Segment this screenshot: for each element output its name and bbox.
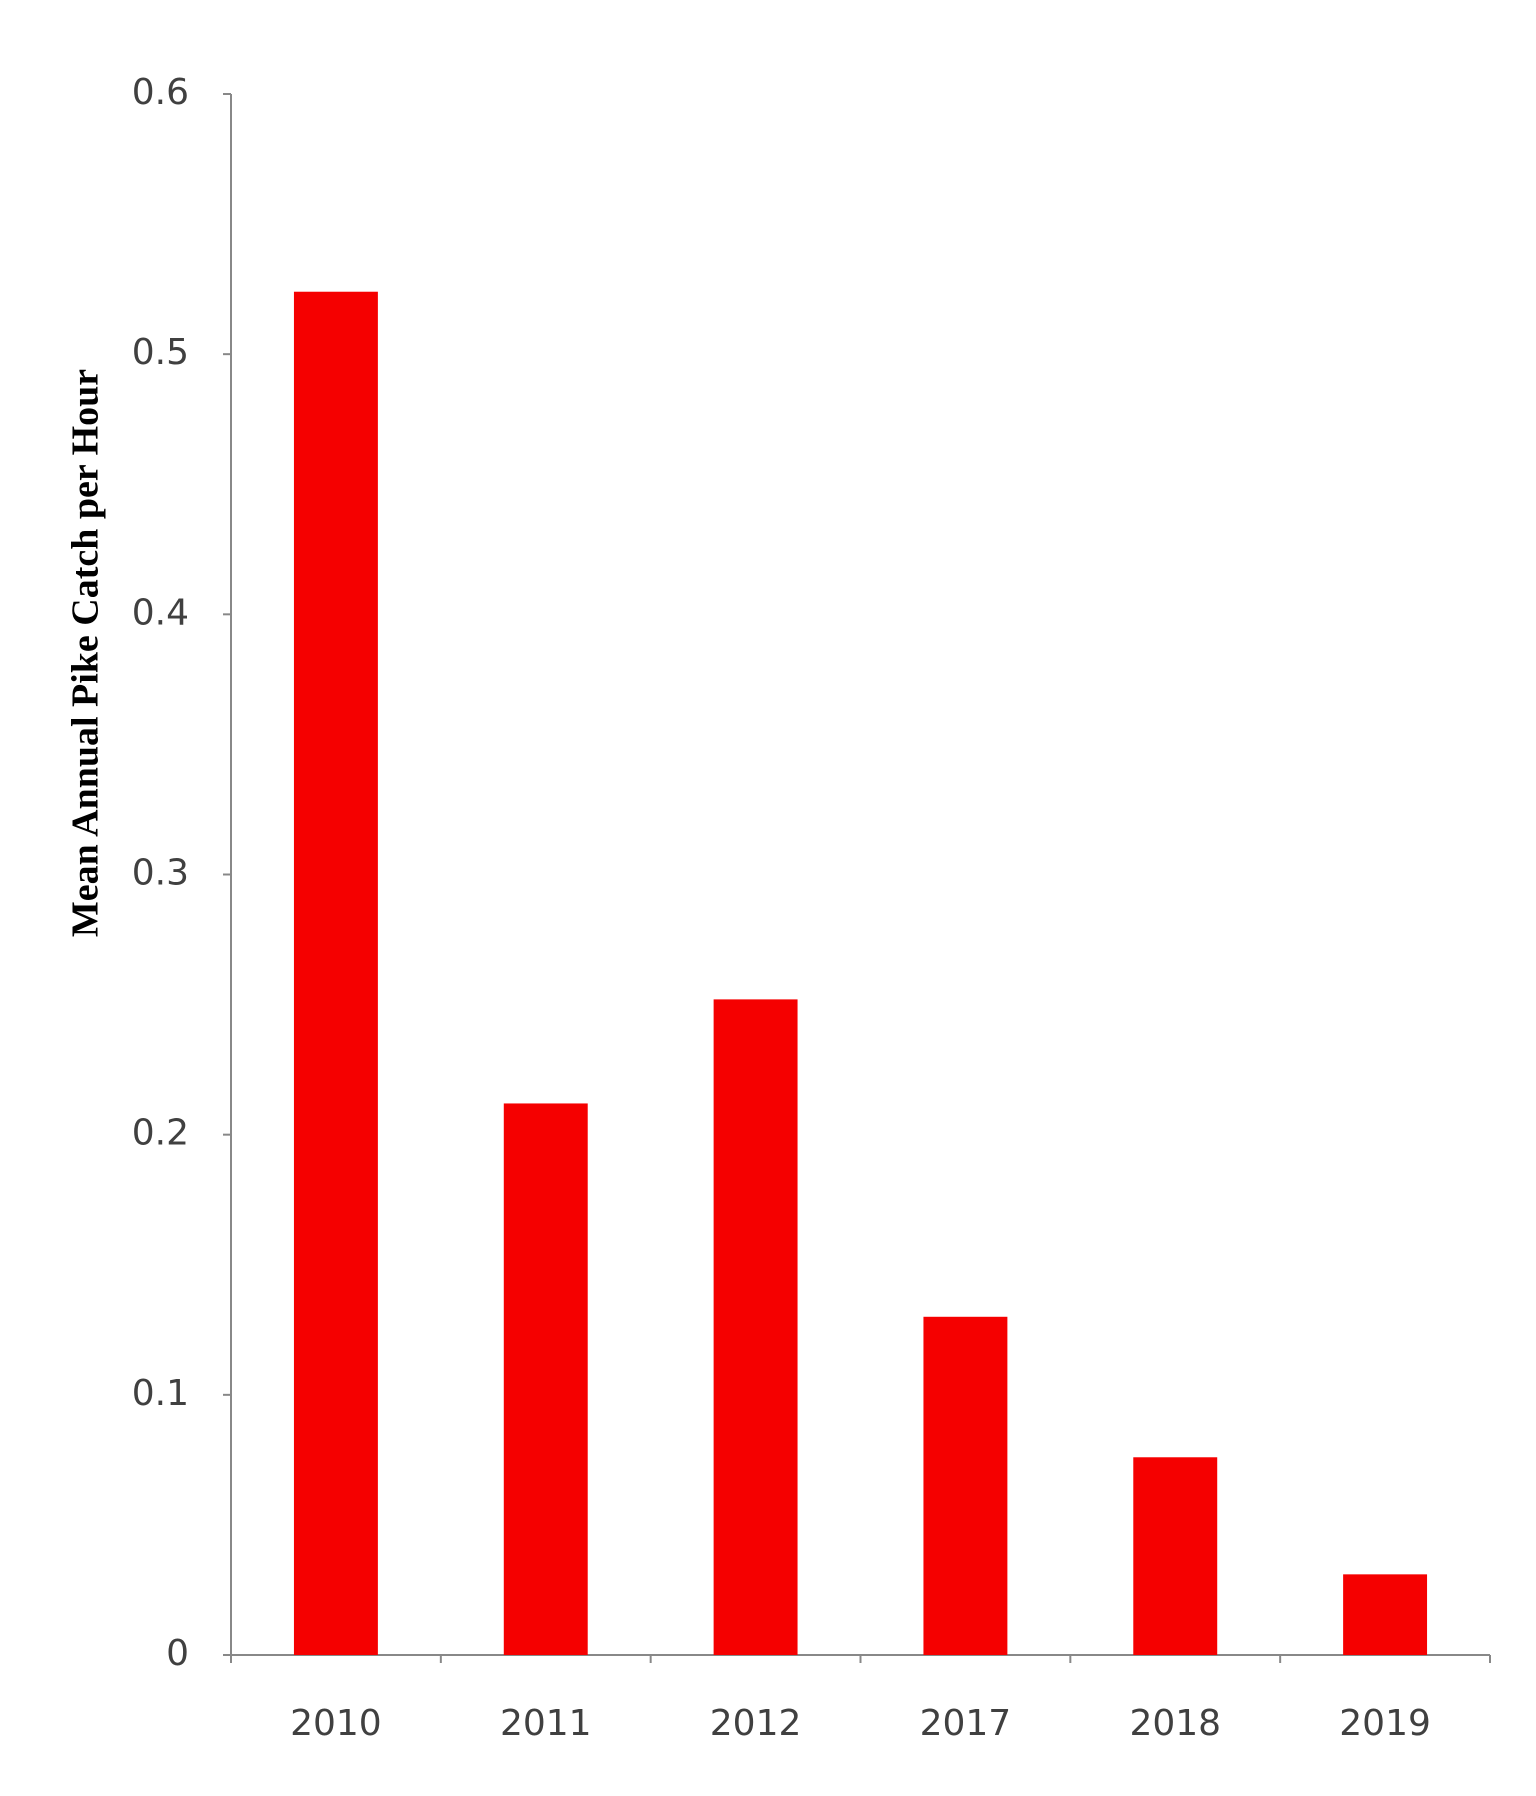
bar [1133, 1457, 1218, 1655]
bar [503, 1103, 588, 1655]
bar [293, 291, 378, 1655]
x-tick-label: 2012 [710, 1703, 802, 1744]
x-tick-label: 2017 [920, 1703, 1012, 1744]
y-axis-label: Mean Annual Pike Catch per Hour [65, 369, 107, 937]
bar [923, 1316, 1008, 1655]
x-tick-label: 2010 [290, 1703, 382, 1744]
y-tick-label: 0.6 [132, 72, 189, 113]
y-tick-label: 0.5 [132, 332, 189, 373]
y-tick-label: 0.3 [132, 853, 189, 894]
x-tick-label: 2018 [1129, 1703, 1221, 1744]
bar [713, 999, 798, 1655]
y-tick-label: 0 [166, 1633, 189, 1674]
y-tick-label: 0.1 [132, 1373, 189, 1414]
bar [1343, 1574, 1428, 1655]
y-tick-label: 0.2 [132, 1113, 189, 1154]
x-tick-label: 2019 [1339, 1703, 1431, 1744]
y-tick-label: 0.4 [132, 592, 189, 633]
x-tick-label: 2011 [500, 1703, 592, 1744]
